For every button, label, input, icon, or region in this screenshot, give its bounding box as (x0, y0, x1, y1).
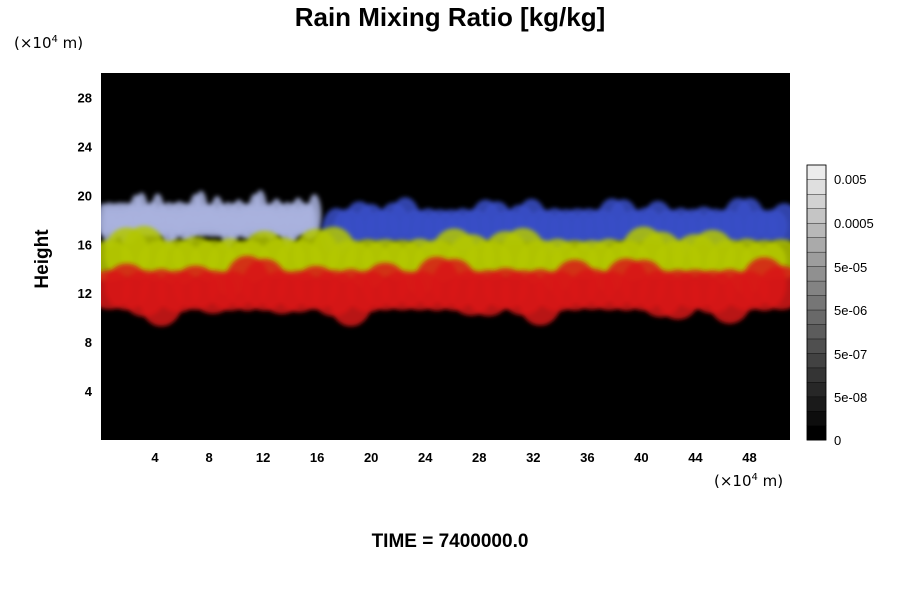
x-tick-label: 36 (580, 450, 594, 465)
y-tick-label: 20 (78, 188, 92, 203)
x-tick-label: 20 (364, 450, 378, 465)
colorbar-frame (806, 164, 827, 441)
colorbar-level (806, 396, 827, 412)
layer-1-blob (769, 203, 790, 244)
y-tick-label: 16 (78, 237, 92, 252)
colorbar-tick-label: 5e-07 (834, 347, 867, 362)
x-tick-label: 28 (472, 450, 486, 465)
colorbar-level (806, 266, 827, 282)
colorbar-tick-label: 0.005 (834, 172, 867, 187)
colorbar-level (806, 410, 827, 427)
colorbar-level (806, 324, 827, 340)
colorbar-level (806, 222, 827, 238)
y-axis-unit: (×104 m) (14, 34, 84, 52)
colorbar-level (806, 237, 827, 253)
colorbar-tick-label: 0.0005 (834, 216, 874, 231)
layer-3-blob (759, 265, 790, 310)
y-tick-label: 12 (78, 286, 92, 301)
x-tick-label: 44 (688, 450, 703, 465)
colorbar-level (806, 179, 827, 195)
colorbar-level (806, 309, 827, 325)
colorbar-level (806, 352, 827, 369)
data-layer-3 (101, 255, 790, 327)
colorbar-level (806, 425, 827, 441)
colorbar-tick-label: 5e-06 (834, 303, 867, 318)
chart-title: Rain Mixing Ratio [kg/kg] (294, 2, 606, 32)
colorbar-level (806, 193, 827, 209)
x-tick-label: 48 (742, 450, 756, 465)
colorbar-level (806, 280, 827, 296)
colorbar-level (806, 251, 827, 267)
colorbar-level (806, 164, 827, 180)
colorbar-level (806, 295, 827, 311)
x-tick-label: 24 (418, 450, 433, 465)
x-tick-label: 12 (256, 450, 270, 465)
y-tick-label: 4 (85, 384, 93, 399)
colorbar-tick-label: 0 (834, 433, 841, 448)
colorbar-level (806, 338, 827, 354)
y-tick-label: 28 (78, 90, 92, 105)
colorbar-level (806, 208, 827, 224)
x-tick-label: 32 (526, 450, 540, 465)
colorbar-tick-label: 5e-05 (834, 260, 867, 275)
x-tick-label: 4 (151, 450, 159, 465)
x-tick-label: 40 (634, 450, 648, 465)
colorbar-level (806, 381, 827, 398)
y-tick-label: 24 (78, 139, 93, 154)
x-axis-unit: (×104 m) (714, 472, 784, 490)
layer-0-blob (307, 194, 322, 238)
x-tick-label: 16 (310, 450, 324, 465)
colorbar-tick-label: 5e-08 (834, 390, 867, 405)
time-label: TIME = 7400000.0 (371, 531, 529, 552)
y-tick-label: 8 (85, 335, 92, 350)
colorbar-level (806, 367, 827, 383)
x-tick-label: 8 (205, 450, 212, 465)
